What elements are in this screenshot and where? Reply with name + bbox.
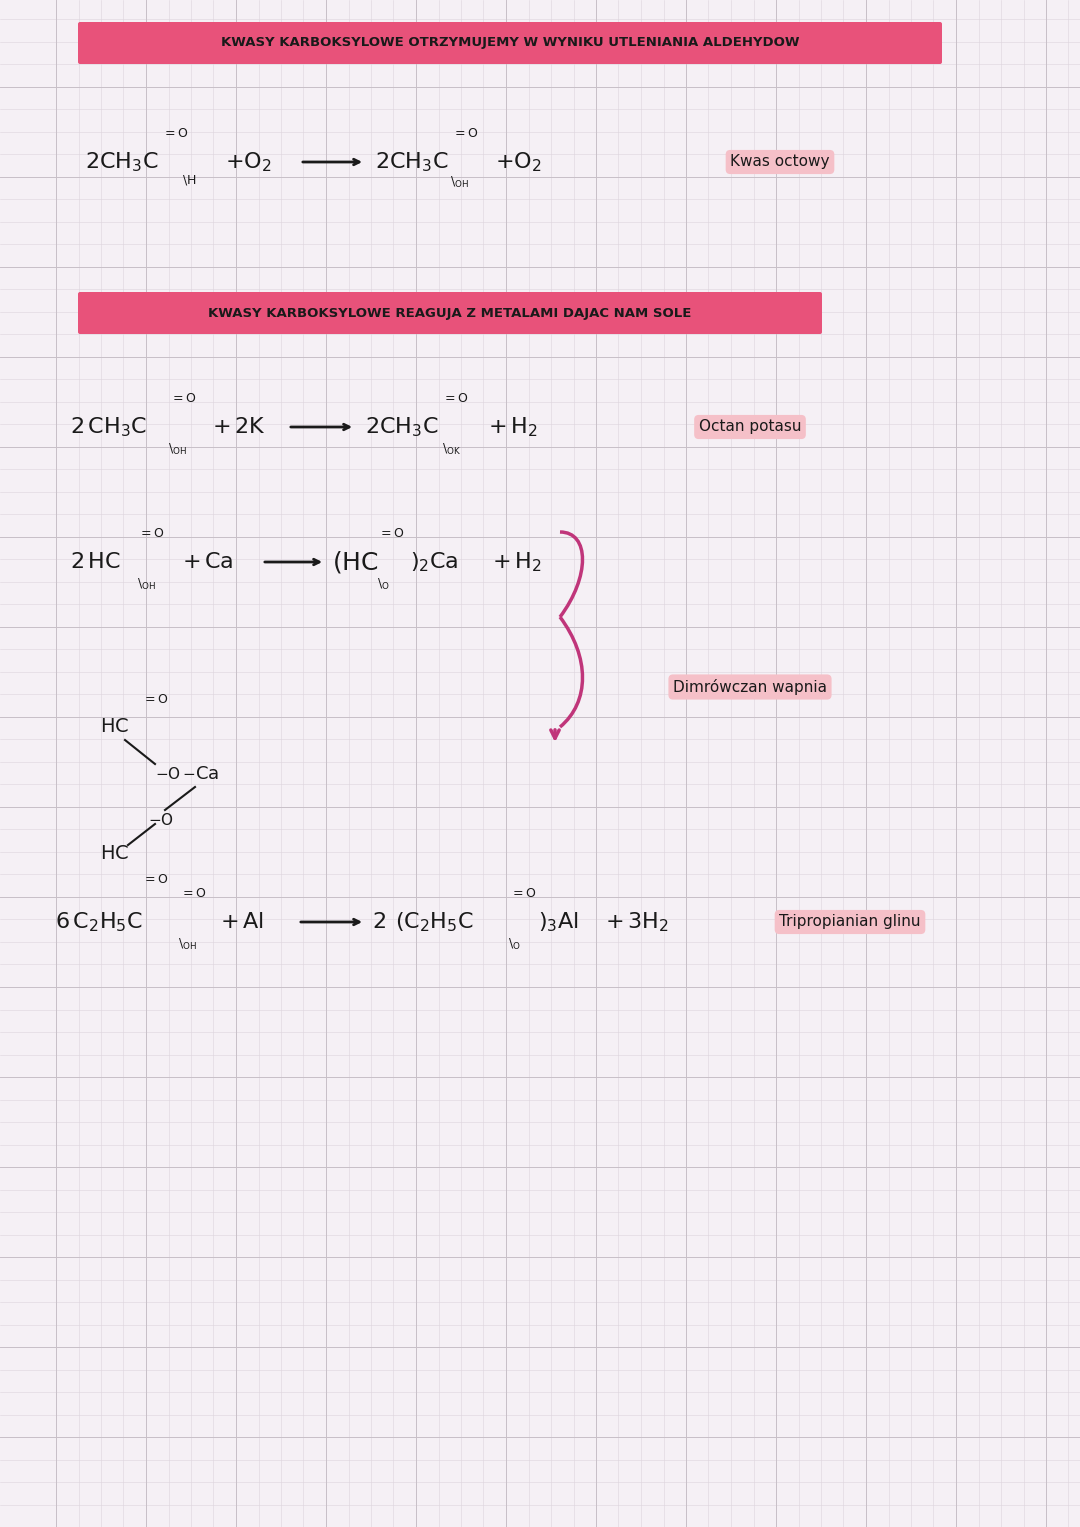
Text: $\left.\right)_{\mathregular{2}}\mathregular{Ca}$: $\left.\right)_{\mathregular{2}}\mathreg… [410, 550, 459, 574]
Text: $\mathregular{=O}$: $\mathregular{=O}$ [170, 392, 197, 406]
Text: $\mathregular{=O}$: $\mathregular{=O}$ [141, 873, 168, 887]
Text: $\mathregular{2CH_3C}$: $\mathregular{2CH_3C}$ [85, 150, 159, 174]
Text: $\mathregular{+\,3H_2}$: $\mathregular{+\,3H_2}$ [605, 910, 669, 935]
Text: Octan potasu: Octan potasu [699, 420, 801, 435]
Text: $\mathregular{\backslash H}$: $\mathregular{\backslash H}$ [183, 173, 197, 186]
Text: $\mathregular{=O}$: $\mathregular{=O}$ [510, 887, 537, 901]
Text: $\mathregular{2\,CH_3C}$: $\mathregular{2\,CH_3C}$ [70, 415, 147, 438]
Text: $\left(\mathregular{HC}\right.$: $\left(\mathregular{HC}\right.$ [332, 550, 379, 576]
Text: $\mathregular{=O}$: $\mathregular{=O}$ [162, 127, 189, 140]
Text: $\mathregular{+ O_2}$: $\mathregular{+ O_2}$ [495, 150, 541, 174]
Text: Kwas octowy: Kwas octowy [730, 154, 829, 169]
FancyBboxPatch shape [78, 292, 822, 334]
Text: $\mathregular{2\,HC}$: $\mathregular{2\,HC}$ [70, 551, 121, 573]
Text: $\mathregular{HC}$: $\mathregular{HC}$ [100, 718, 130, 736]
Text: $\mathregular{\backslash_{OH}}$: $\mathregular{\backslash_{OH}}$ [168, 441, 187, 457]
Text: $\mathregular{=O}$: $\mathregular{=O}$ [453, 127, 478, 140]
Text: $\mathregular{\backslash_{OH}}$: $\mathregular{\backslash_{OH}}$ [450, 174, 469, 189]
Text: Tripropianian glinu: Tripropianian glinu [780, 915, 921, 930]
Text: $\mathregular{+\,2K}$: $\mathregular{+\,2K}$ [212, 417, 266, 437]
Text: $\mathregular{+\,Al}$: $\mathregular{+\,Al}$ [220, 912, 264, 931]
Text: $\mathregular{=O}$: $\mathregular{=O}$ [138, 527, 164, 541]
Text: $\mathregular{=O}$: $\mathregular{=O}$ [180, 887, 206, 901]
Text: $\left.\right)_{\mathregular{3}}\mathregular{Al}$: $\left.\right)_{\mathregular{3}}\mathreg… [538, 910, 579, 935]
Text: $\mathregular{\backslash_{OK}}$: $\mathregular{\backslash_{OK}}$ [442, 441, 461, 457]
Text: $\mathregular{HC}$: $\mathregular{HC}$ [100, 844, 130, 863]
Text: KWASY KARBOKSYLOWE REAGUJA Z METALAMI DAJAC NAM SOLE: KWASY KARBOKSYLOWE REAGUJA Z METALAMI DA… [208, 307, 691, 319]
Text: $\mathregular{2CH_3C}$: $\mathregular{2CH_3C}$ [375, 150, 448, 174]
Text: $\mathregular{=O}$: $\mathregular{=O}$ [378, 527, 405, 541]
Text: $\mathregular{+\,H_2}$: $\mathregular{+\,H_2}$ [488, 415, 538, 438]
Text: Dimrówczan wapnia: Dimrówczan wapnia [673, 680, 827, 695]
Text: $\mathregular{+\,Ca}$: $\mathregular{+\,Ca}$ [183, 551, 233, 573]
Text: $\mathregular{2CH_3C}$: $\mathregular{2CH_3C}$ [365, 415, 438, 438]
Text: $\mathregular{-O-}$: $\mathregular{-O-}$ [156, 767, 195, 782]
Text: $\mathregular{Ca}$: $\mathregular{Ca}$ [195, 765, 219, 783]
Text: $\mathregular{\backslash_{OH}}$: $\mathregular{\backslash_{OH}}$ [178, 936, 197, 951]
Text: $\mathregular{\backslash_O}$: $\mathregular{\backslash_O}$ [508, 936, 521, 951]
Text: $\mathregular{=O}$: $\mathregular{=O}$ [141, 693, 168, 707]
Text: $\mathregular{+ O_2}$: $\mathregular{+ O_2}$ [225, 150, 271, 174]
Text: $\mathregular{=O}$: $\mathregular{=O}$ [442, 392, 469, 406]
Text: $\mathregular{\backslash_{OH}}$: $\mathregular{\backslash_{OH}}$ [137, 577, 156, 591]
Text: $\left(\mathregular{C_2H_5C}\right.$: $\left(\mathregular{C_2H_5C}\right.$ [395, 910, 474, 935]
Text: $\mathregular{2}$: $\mathregular{2}$ [372, 912, 386, 931]
FancyBboxPatch shape [78, 21, 942, 64]
Text: $\mathregular{\backslash_O}$: $\mathregular{\backslash_O}$ [377, 577, 390, 591]
Text: $\mathregular{6\,C_2H_5C}$: $\mathregular{6\,C_2H_5C}$ [55, 910, 143, 935]
Text: $\mathregular{-O}$: $\mathregular{-O}$ [148, 812, 174, 828]
Text: KWASY KARBOKSYLOWE OTRZYMUJEMY W WYNIKU UTLENIANIA ALDEHYDOW: KWASY KARBOKSYLOWE OTRZYMUJEMY W WYNIKU … [220, 37, 799, 49]
Text: $\mathregular{+\,H_2}$: $\mathregular{+\,H_2}$ [492, 550, 541, 574]
